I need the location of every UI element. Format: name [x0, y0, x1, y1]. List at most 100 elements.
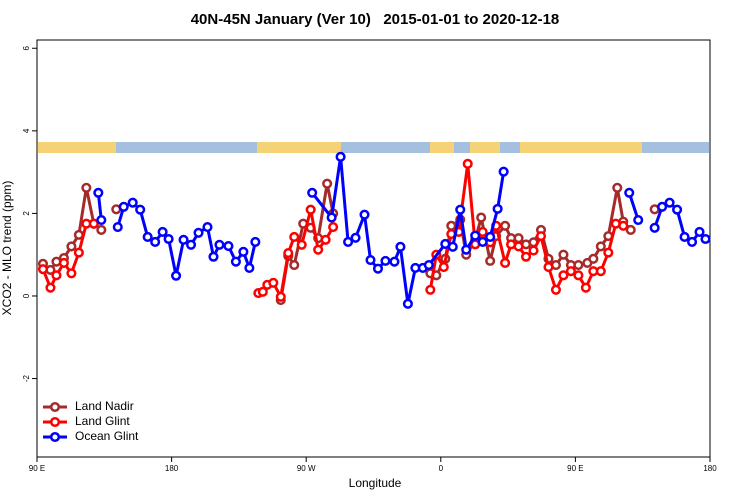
data-point: [37, 264, 49, 275]
x-axis-label: Longitude: [349, 476, 402, 490]
land-band: [520, 142, 642, 153]
legend-label: Land Nadir: [75, 399, 134, 413]
data-point: [81, 182, 92, 193]
data-point: [350, 232, 361, 243]
data-point: [275, 291, 286, 302]
data-point: [477, 226, 488, 238]
data-point: [573, 259, 584, 271]
x-tick-label: 90 W: [297, 464, 316, 473]
data-point: [93, 187, 104, 198]
data-point: [520, 251, 532, 262]
data-point: [326, 212, 337, 223]
data-point: [328, 221, 339, 233]
data-point: [500, 257, 511, 269]
data-point: [543, 262, 554, 273]
data-point: [208, 251, 219, 262]
data-point: [365, 255, 376, 266]
data-point: [558, 249, 569, 260]
data-point: [694, 226, 705, 238]
data-point: [257, 286, 268, 297]
data-point: [142, 231, 153, 242]
data-point: [305, 204, 316, 215]
data-point: [88, 218, 99, 229]
data-point: [343, 236, 354, 247]
data-point: [492, 203, 503, 214]
data-point: [118, 201, 129, 212]
land-band: [257, 142, 341, 153]
data-point: [268, 277, 279, 288]
data-point: [58, 257, 69, 269]
chart-title: 40N-45N January (Ver 10) 2015-01-01 to 2…: [191, 11, 560, 28]
data-point: [672, 204, 683, 215]
data-point: [163, 233, 174, 245]
data-point: [625, 224, 636, 235]
data-point: [446, 220, 457, 231]
data-point: [171, 270, 182, 281]
data-point: [558, 270, 569, 281]
land-ocean-strip: [38, 142, 709, 153]
data-point: [283, 247, 294, 259]
data-point: [372, 263, 384, 274]
data-point: [649, 222, 660, 233]
data-point: [73, 247, 84, 258]
data-point: [470, 230, 481, 241]
data-point: [135, 204, 146, 215]
data-point: [112, 221, 123, 233]
data-point: [289, 259, 300, 271]
data-point: [462, 158, 473, 169]
data-point: [127, 197, 138, 208]
data-point: [513, 233, 524, 244]
data-point: [157, 226, 168, 238]
data-point: [96, 214, 107, 226]
data-point: [476, 212, 487, 223]
data-point: [178, 234, 189, 245]
ocean-band: [38, 142, 709, 153]
legend-label: Land Glint: [75, 414, 130, 428]
plot-frame: [36, 39, 711, 458]
data-point: [250, 236, 261, 247]
data-point: [580, 282, 591, 293]
data-point: [66, 268, 77, 279]
x-tick-label: 180: [165, 464, 179, 473]
data-point: [313, 244, 324, 255]
data-point: [700, 233, 711, 245]
data-point: [230, 256, 241, 267]
data-point: [214, 239, 225, 250]
data-point: [664, 197, 675, 208]
data-point: [380, 255, 391, 266]
data-point: [612, 182, 623, 193]
land-band: [430, 142, 454, 153]
data-point: [96, 224, 107, 235]
data-point: [244, 262, 255, 273]
x-tick-label: 90 E: [567, 464, 583, 473]
y-tick-label: 2: [22, 211, 31, 216]
data-point: [402, 298, 413, 309]
data-point: [425, 284, 436, 295]
y-tick-label: 0: [22, 293, 31, 298]
data-point: [618, 220, 629, 231]
land-band: [470, 142, 500, 153]
legend-label: Ocean Glint: [75, 429, 139, 443]
data-point: [223, 240, 234, 252]
data-point: [565, 266, 576, 277]
data-point: [185, 239, 197, 250]
land-band: [38, 142, 116, 153]
data-point: [447, 241, 458, 252]
legend-marker: [49, 401, 61, 413]
data-point: [477, 236, 488, 247]
data-point: [193, 227, 204, 238]
data-point: [455, 204, 466, 215]
data-point: [573, 270, 584, 281]
x-tick-label: 180: [703, 464, 717, 473]
y-axis-label: XCO2 - MLO trend (ppm): [0, 181, 14, 316]
data-point: [500, 220, 511, 231]
data-point: [633, 214, 644, 226]
data-point: [603, 247, 614, 258]
data-point: [679, 231, 690, 242]
data-point: [528, 245, 539, 256]
data-point: [550, 284, 562, 295]
y-tick-label: 6: [22, 45, 31, 50]
legend-marker: [49, 416, 61, 428]
data-point: [438, 262, 449, 273]
